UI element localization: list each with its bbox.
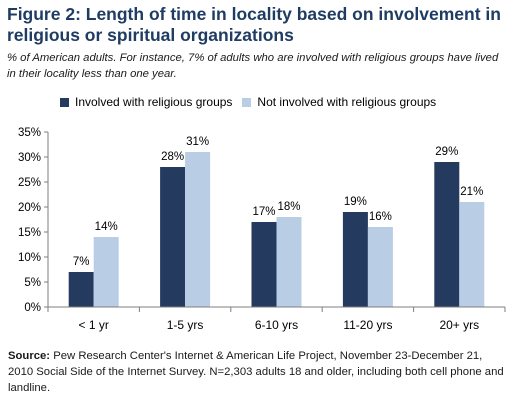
y-tick-label: 10%	[18, 252, 41, 264]
y-tick-label: 25%	[18, 177, 41, 189]
legend-label-not-involved: Not involved with religious groups	[257, 95, 437, 109]
bar-not-involved	[276, 217, 302, 307]
bar-involved	[342, 212, 368, 307]
bar-not-involved	[367, 227, 393, 307]
bar-not-involved	[185, 152, 211, 307]
bar-chart: 0% 5% 10% 15% 20% 25% 30% 35% 7% 14% 28%31% 17% 18%…	[18, 127, 506, 332]
data-label: 7%	[73, 256, 90, 268]
source-note: Source: Pew Research Center's Internet &…	[8, 348, 508, 396]
source-label: Source:	[8, 350, 51, 362]
bar-involved	[251, 222, 277, 307]
legend: Involved with religious groups Not invol…	[60, 94, 446, 110]
x-tick-label: 20+ yrs	[439, 318, 479, 332]
x-tick-label: 1-5 yrs	[167, 318, 204, 332]
legend-item-involved: Involved with religious groups	[60, 95, 232, 109]
y-tick-label: 15%	[18, 227, 41, 239]
data-label: 31%	[186, 136, 209, 148]
y-tick-label: 5%	[24, 277, 41, 289]
data-label: 28%	[161, 151, 184, 163]
bar-not-involved	[93, 237, 119, 307]
value-labels: 7% 14% 28%31% 17% 18% 19%16% 29% 21%	[73, 136, 483, 268]
y-axis: 0% 5% 10% 15% 20% 25% 30% 35%	[18, 127, 49, 314]
y-tick-label: 0%	[24, 302, 41, 314]
legend-item-not-involved: Not involved with religious groups	[242, 95, 436, 109]
bar-not-involved	[459, 202, 485, 307]
data-label: 29%	[435, 146, 458, 158]
data-label: 14%	[95, 221, 118, 233]
data-label: 18%	[277, 201, 300, 213]
data-label: 19%	[344, 196, 367, 208]
x-tick-label: 11-20 yrs	[343, 318, 392, 332]
x-axis: < 1 yr 1-5 yrs 6-10 yrs 11-20 yrs 20+ yrs	[47, 306, 506, 332]
legend-swatch-not-involved	[242, 97, 252, 107]
bars	[68, 152, 485, 307]
data-label: 21%	[460, 186, 483, 198]
legend-swatch-involved	[60, 97, 69, 107]
bar-involved	[434, 162, 460, 307]
legend-label-involved: Involved with religious groups	[75, 95, 233, 109]
y-tick-label: 35%	[18, 127, 41, 139]
y-tick-label: 30%	[18, 152, 41, 164]
bar-involved	[160, 167, 186, 307]
data-label: 17%	[252, 206, 275, 218]
source-text: Pew Research Center's Internet & America…	[8, 350, 504, 394]
chart-subtitle: % of American adults. For instance, 7% o…	[7, 52, 499, 80]
data-label: 16%	[369, 211, 392, 223]
bar-involved	[68, 272, 94, 307]
x-tick-label: 6-10 yrs	[255, 318, 298, 332]
x-tick-label: < 1 yr	[79, 318, 109, 332]
chart-title: Figure 2: Length of time in locality bas…	[7, 4, 501, 45]
y-tick-label: 20%	[18, 202, 41, 214]
